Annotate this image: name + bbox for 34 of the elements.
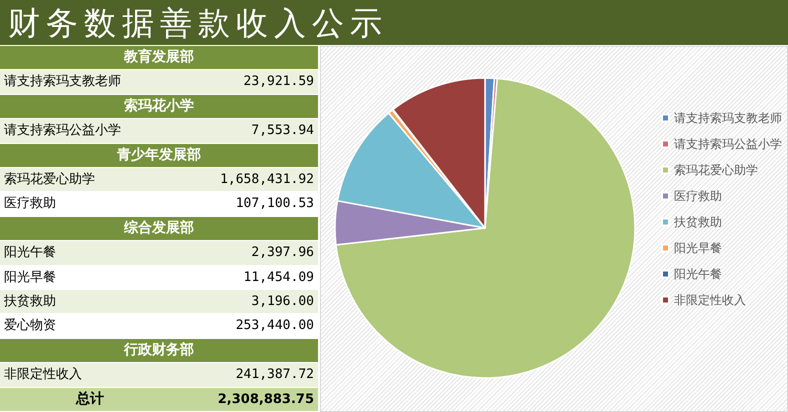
category-label: 医疗救助 xyxy=(4,195,56,214)
category-label: 非限定性收入 xyxy=(4,366,82,384)
legend-label: 请支持索玛支教老师 xyxy=(674,111,782,125)
text: 2,308,883.75 xyxy=(218,392,314,407)
text: 1,658,431.92 xyxy=(220,172,314,187)
legend-label: 扶贫救助 xyxy=(673,215,722,229)
text: 253,440.00 xyxy=(236,318,314,334)
category-label: 阳光早餐 xyxy=(4,268,56,287)
category-label: 阳光午餐 xyxy=(4,244,56,262)
category-label: 扶贫救助 xyxy=(4,293,56,311)
category-label: 行政财务部 xyxy=(0,338,318,362)
category-label: 索玛花小学 xyxy=(0,94,318,118)
text: 23,921.59 xyxy=(244,74,314,90)
category-label: 教育发展部 xyxy=(0,46,318,70)
legend-label: 索玛花爱心助学 xyxy=(674,163,758,177)
text: 241,387.72 xyxy=(236,367,314,382)
text: 11,454.09 xyxy=(244,270,314,285)
category-label: 青少年发展部 xyxy=(0,144,318,167)
legend-label: 医疗救助 xyxy=(674,189,722,203)
text: 3,196.00 xyxy=(251,294,314,309)
legend-label: 阳光午餐 xyxy=(674,267,722,281)
category-label: 请支持索玛支教老师 xyxy=(4,73,121,92)
text: 财务数据善款收入公示 xyxy=(8,3,388,43)
category-label: 总计 xyxy=(74,390,105,409)
category-label: 爱心物资 xyxy=(4,317,56,336)
legend-label: 阳光早餐 xyxy=(674,241,722,255)
legend-label: 非限定性收入 xyxy=(674,293,746,307)
category-label: 索玛花爱心助学 xyxy=(4,171,95,189)
text: 7,553.94 xyxy=(251,123,314,138)
category-label: 请支持索玛公益小学 xyxy=(4,122,121,140)
legend-label: 请支持索玛公益小学 xyxy=(674,137,782,151)
text: 107,100.53 xyxy=(236,196,314,212)
category-label: 综合发展部 xyxy=(0,216,318,240)
text: 2,397.96 xyxy=(251,245,314,260)
